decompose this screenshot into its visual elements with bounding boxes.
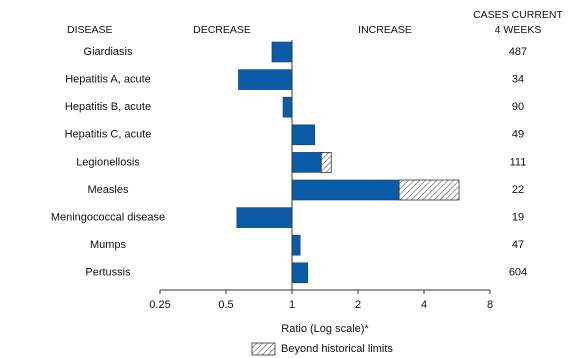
header: CASES CURRENT (473, 9, 563, 21)
bar (291, 152, 322, 173)
cases-value: 487 (509, 46, 527, 58)
x-tick-label: 8 (487, 299, 493, 311)
bar (291, 262, 309, 284)
cases-value: 47 (512, 239, 524, 251)
header: DECREASE (193, 24, 251, 36)
cases-value: 49 (512, 129, 524, 141)
category-label: Pertussis (85, 267, 131, 279)
x-tick-label: 2 (355, 299, 361, 311)
cases-value: 34 (512, 74, 524, 86)
category-label: Hepatitis A, acute (65, 74, 151, 86)
category-label: Meningococcal disease (51, 212, 165, 224)
bar-beyond-limits (320, 151, 332, 173)
bar (291, 179, 400, 201)
x-axis-label: Ratio (Log scale)* (281, 323, 369, 335)
category-label: Legionellosis (76, 156, 140, 168)
x-tick-label: 4 (421, 299, 427, 311)
header: DISEASE (67, 24, 113, 36)
cases-value: 111 (510, 156, 527, 168)
category-label: Mumps (90, 239, 127, 251)
bar (271, 41, 293, 63)
bar (291, 234, 301, 256)
legend-label: Beyond historical limits (281, 343, 393, 355)
x-tick-label: 1 (289, 299, 295, 311)
bar-beyond-limits (398, 179, 460, 201)
cases-value: 604 (509, 267, 527, 279)
header: 4 WEEKS (495, 24, 542, 36)
cases-value: 22 (512, 184, 524, 196)
cases-value: 19 (512, 212, 524, 224)
bar (291, 124, 316, 146)
category-label: Giardiasis (84, 46, 133, 58)
cases-value: 90 (512, 101, 524, 113)
header: INCREASE (358, 24, 412, 36)
bar (238, 69, 293, 90)
x-tick-label: 0.25 (149, 299, 170, 311)
category-label: Hepatitis B, acute (65, 101, 151, 113)
legend-swatch (251, 342, 276, 356)
category-label: Measles (88, 184, 129, 196)
x-tick-label: 0.5 (218, 299, 233, 311)
bar (236, 207, 293, 228)
bar (282, 96, 293, 118)
category-label: Hepatitis C, acute (65, 129, 152, 141)
